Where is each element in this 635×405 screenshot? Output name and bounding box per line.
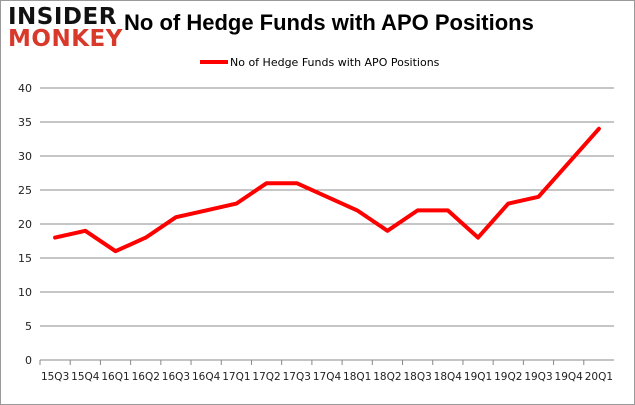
x-tick-label: 19Q1	[464, 371, 492, 383]
x-tick-label: 15Q4	[71, 371, 100, 383]
x-tick-label: 18Q1	[343, 371, 371, 383]
x-tick-label: 15Q3	[41, 371, 69, 383]
x-tick-label: 17Q2	[252, 371, 280, 383]
x-tick-label: 16Q3	[162, 371, 190, 383]
chart-title: No of Hedge Funds with APO Positions	[124, 10, 534, 35]
x-tick-label: 18Q4	[434, 371, 463, 383]
y-tick-label: 0	[25, 354, 32, 367]
x-tick-label: 18Q2	[373, 371, 401, 383]
x-tick-label: 19Q4	[555, 371, 584, 383]
y-tick-label: 20	[18, 218, 32, 231]
x-tick-label: 16Q1	[101, 371, 129, 383]
y-tick-label: 5	[25, 320, 32, 333]
y-tick-label: 25	[18, 184, 32, 197]
x-tick-label: 17Q4	[313, 371, 342, 383]
x-tick-label: 16Q4	[192, 371, 221, 383]
logo-line-2: MONKEY	[8, 26, 123, 52]
y-tick-label: 15	[18, 252, 32, 265]
y-tick-label: 30	[18, 150, 32, 163]
logo-line-1: INSIDER	[8, 4, 117, 30]
x-tick-label: 19Q2	[494, 371, 522, 383]
legend-label: No of Hedge Funds with APO Positions	[230, 56, 440, 69]
x-tick-label: 17Q3	[283, 371, 311, 383]
y-tick-label: 40	[18, 82, 32, 95]
y-tick-label: 35	[18, 116, 32, 129]
y-tick-label: 10	[18, 286, 32, 299]
insider-monkey-logo: INSIDER MONKEY	[8, 4, 123, 52]
x-tick-label: 17Q1	[222, 371, 250, 383]
x-tick-label: 20Q1	[585, 371, 613, 383]
x-tick-label: 19Q3	[524, 371, 552, 383]
x-tick-label: 18Q3	[403, 371, 431, 383]
x-tick-label: 16Q2	[132, 371, 160, 383]
